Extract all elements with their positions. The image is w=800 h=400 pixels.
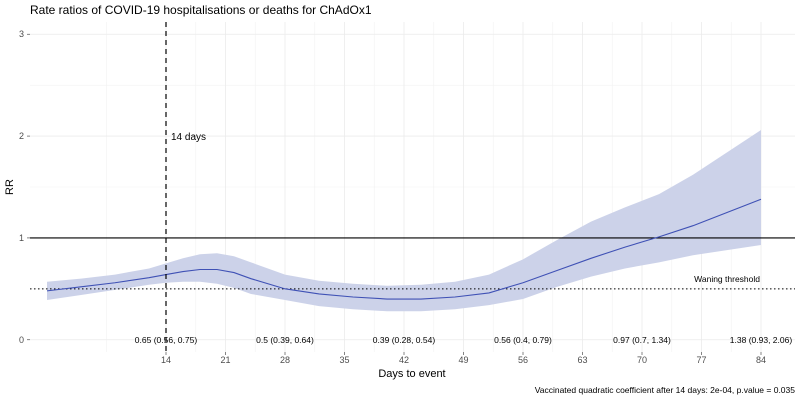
waning-threshold-label: Waning threshold [694, 274, 760, 284]
x-tick-label: 42 [399, 355, 409, 365]
estimate-label: 0.65 (0.56, 0.75) [135, 335, 198, 345]
estimate-label: 0.97 (0.7, 1.34) [613, 335, 671, 345]
x-tick-label: 49 [458, 355, 468, 365]
estimate-label: 0.56 (0.4, 0.79) [494, 335, 552, 345]
x-tick-label: 77 [696, 355, 706, 365]
x-axis-title: Days to event [378, 368, 445, 380]
chart-caption: Vaccinated quadratic coefficient after 1… [535, 385, 796, 395]
x-tick-label: 21 [220, 355, 230, 365]
x-tick-label: 35 [339, 355, 349, 365]
y-tick-label: 2 [19, 131, 24, 141]
x-tick-label: 84 [756, 355, 766, 365]
x-tick-label: 14 [161, 355, 171, 365]
confidence-band [47, 129, 761, 312]
y-axis-title: RR [4, 179, 16, 195]
day-14-label: 14 days [171, 132, 206, 143]
plot-panel: Waning threshold 14 days 0.65 (0.56, 0.75)… [30, 22, 795, 352]
estimate-label: 1.38 (0.93, 2.06) [730, 335, 793, 345]
x-tick-label: 28 [280, 355, 290, 365]
x-tick-label: 56 [518, 355, 528, 365]
x-tick-label: 70 [637, 355, 647, 365]
y-tick-label: 0 [19, 335, 24, 345]
x-tick-label: 63 [577, 355, 587, 365]
y-tick-label: 3 [19, 29, 24, 39]
estimate-label: 0.5 (0.39, 0.64) [256, 335, 314, 345]
chart-title: Rate ratios of COVID-19 hospitalisations… [30, 3, 372, 17]
y-tick-label: 1 [19, 233, 24, 243]
estimate-label: 0.39 (0.28, 0.54) [373, 335, 436, 345]
